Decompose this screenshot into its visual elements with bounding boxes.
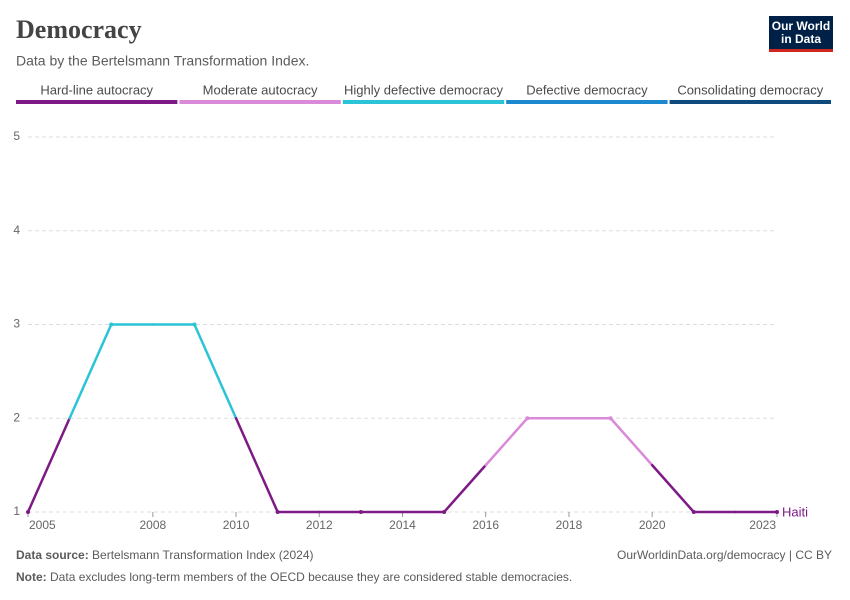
legend-label: Consolidating democracy	[677, 82, 823, 97]
chart-title: Democracy	[16, 15, 142, 44]
x-tick-label: 2005	[29, 518, 56, 532]
point	[775, 510, 779, 514]
credit[interactable]: OurWorldinData.org/democracy | CC BY	[617, 548, 832, 562]
legend-swatch	[16, 100, 178, 104]
footer-note: Note: Data excludes long-term members of…	[16, 570, 572, 584]
point	[109, 322, 114, 327]
x-tick-label: 2012	[306, 518, 333, 532]
y-tick-label: 2	[13, 410, 20, 424]
line-segment	[484, 417, 529, 467]
point	[608, 416, 613, 421]
point	[358, 510, 363, 514]
chart-subtitle: Data by the Bertelsmann Transformation I…	[16, 53, 309, 69]
point	[691, 510, 696, 514]
point	[275, 510, 280, 514]
line-segment	[234, 417, 279, 514]
line-segment	[442, 463, 487, 514]
x-tick-label: 2010	[223, 518, 250, 532]
line-segment	[26, 417, 71, 514]
y-tick-label: 3	[13, 317, 20, 331]
logo-text: in Data	[781, 32, 821, 46]
point	[26, 510, 30, 514]
x-tick-label: 2008	[139, 518, 166, 532]
y-tick-label: 5	[13, 129, 20, 143]
line-segment	[193, 323, 238, 420]
x-tick-label: 2016	[472, 518, 499, 532]
legend-swatch	[669, 100, 831, 104]
x-tick-label: 2014	[389, 518, 416, 532]
legend-swatch	[179, 100, 341, 104]
y-tick-label: 1	[13, 504, 20, 518]
legend-swatch	[342, 100, 505, 104]
line-segment	[650, 463, 696, 514]
point	[192, 322, 197, 327]
note-label: Note:	[16, 570, 47, 584]
legend-label: Highly defective democracy	[344, 82, 503, 97]
x-tick-label: 2020	[639, 518, 666, 532]
y-tick-label: 4	[13, 223, 20, 237]
logo-stripe	[769, 49, 833, 52]
x-tick-label: 2023	[749, 518, 776, 532]
logo[interactable]: Our World in Data	[769, 16, 833, 52]
point	[525, 416, 530, 421]
source: Bertelsmann Transformation Index (2024)	[92, 548, 313, 562]
legend-swatch	[506, 100, 668, 104]
series-label: Haiti	[782, 504, 808, 519]
logo-box[interactable]	[769, 16, 833, 52]
line-segment	[609, 417, 654, 467]
x-tick-label: 2018	[556, 518, 583, 532]
note: Data excludes long-term members of the O…	[50, 570, 572, 584]
logo-text: Our World	[772, 19, 830, 33]
footer-source: Data source: Bertelsmann Transformation …	[16, 548, 314, 562]
legend-label: Moderate autocracy	[203, 82, 318, 97]
line-segment	[68, 323, 113, 420]
legend-label: Hard-line autocracy	[40, 82, 153, 97]
legend-label: Defective democracy	[526, 82, 648, 97]
source-label: Data source:	[16, 548, 89, 562]
point	[442, 510, 447, 514]
